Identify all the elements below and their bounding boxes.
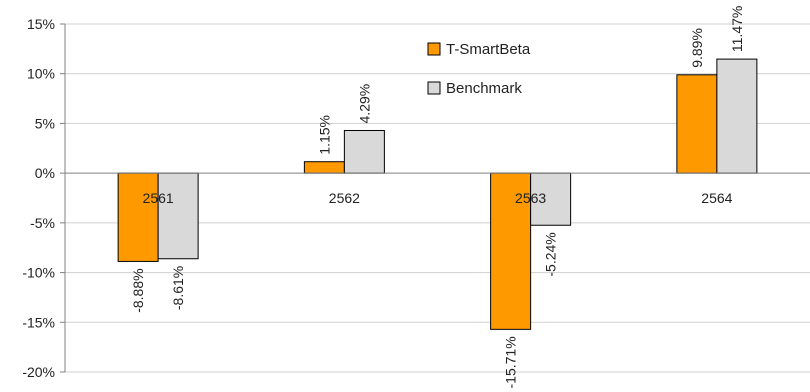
y-tick-label: -15% [22,314,55,330]
data-label-benchmark-2564: 11.47% [729,6,745,52]
legend-label-t-smartbeta: T-SmartBeta [446,41,531,58]
y-tick-label: -20% [22,364,55,380]
category-label-2563: 2563 [515,190,546,206]
bar-t-smartbeta-2561 [117,172,159,262]
data-label-benchmark-2562: 4.29% [356,84,372,124]
data-label-t-smartbeta-2561: -8.88% [130,268,146,312]
data-label-benchmark-2563: -5.24% [543,232,559,276]
data-label-t-smartbeta-2563: -15.71% [503,336,519,388]
y-tick-label: 15% [27,16,55,32]
legend: T-SmartBeta Benchmark [427,41,531,97]
y-axis: 15% 10% 5% 0% -5% -10% -15% -20% [22,16,66,380]
y-tick-label: 0% [35,165,55,181]
y-tick-label: -5% [30,215,55,231]
category-label-2564: 2564 [701,190,732,206]
bar-t-smartbeta-2563 [490,172,532,330]
y-tick-label: 10% [27,66,55,82]
category-label-2562: 2562 [329,190,360,206]
data-label-t-smartbeta-2562: 1.15% [316,115,332,155]
bar-benchmark-2564 [716,58,758,174]
legend-swatch-benchmark [427,81,441,95]
legend-label-benchmark: Benchmark [446,80,522,97]
y-tick-label: 5% [35,115,55,131]
bar-benchmark-2561 [157,172,199,260]
data-label-benchmark-2561: -8.61% [170,266,186,310]
bar-t-smartbeta-2564 [676,74,718,174]
bar-benchmark-2562 [343,129,385,174]
bar-benchmark-2563 [530,172,572,226]
bar-t-smartbeta-2562 [303,161,345,174]
y-tick-label: -10% [22,265,55,281]
category-label-2561: 2561 [143,190,174,206]
category-labels: 2561 2562 2563 2564 [143,190,733,206]
data-labels: -8.88% -8.61% 1.15% 4.29% -15.71% -5.24% 9.89%… [130,6,745,389]
bars [117,58,758,330]
legend-swatch-t-smartbeta [427,42,441,56]
data-label-t-smartbeta-2564: 9.89% [689,28,705,68]
